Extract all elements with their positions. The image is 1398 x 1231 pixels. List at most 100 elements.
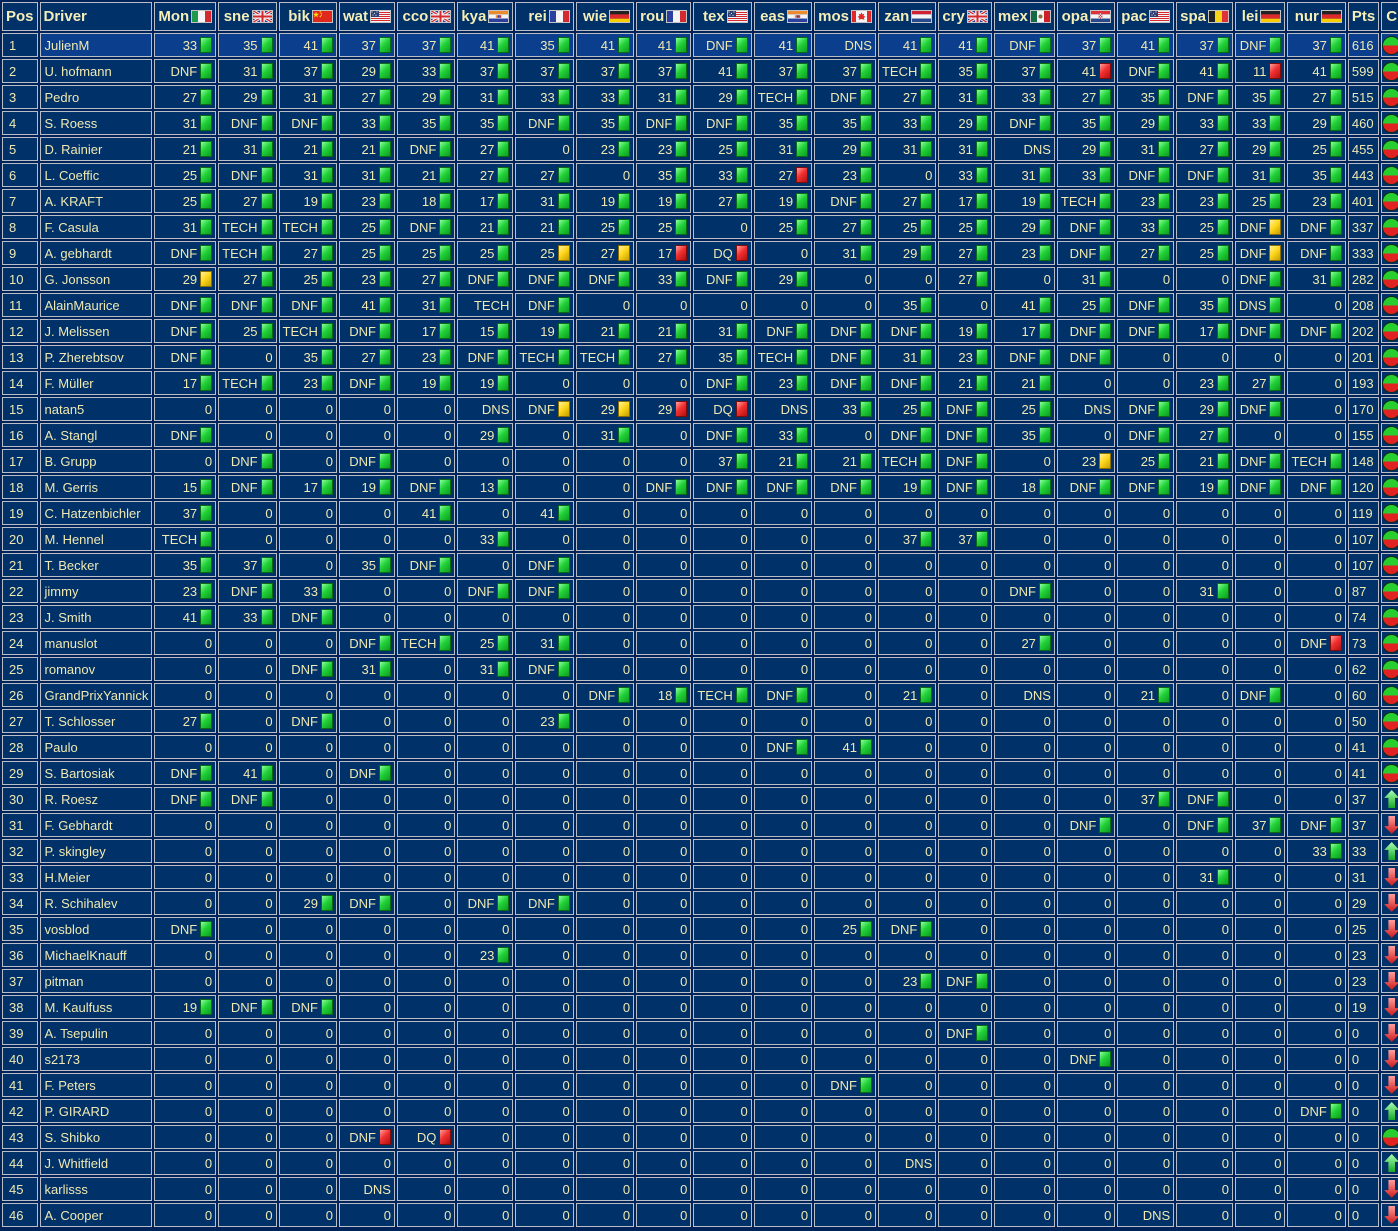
status-square-green [1099,193,1112,209]
result-cell-cco: 33 [396,59,456,83]
table-row[interactable]: 43 S. Shibko 0 0 0 DNF DQ 0 0 0 0 0 0 0 0 0 0 0 0 0 0 0 0 [2,1125,1398,1149]
status-square-green [796,63,809,79]
result-value: 0 [502,739,510,755]
result-value: 35 [1081,115,1097,131]
result-value: 0 [864,531,872,547]
result-cell-rei: 19 [515,319,574,343]
result-value: 33 [540,89,555,105]
trend-steady-icon [1382,139,1398,159]
trend-cell [1381,787,1398,811]
table-row[interactable]: 37 pitman 0 0 0 0 0 0 0 0 0 0 0 0 23 DNF 0 0 0 0 0 0 23 [2,969,1398,993]
table-row[interactable]: 14 F. Müller 17 TECH 23 DNF 19 19 0 0 0 DNF 23 DNF DNF… [2,371,1398,395]
result-value: 25 [1199,245,1215,261]
table-row[interactable]: 36 MichaelKnauff 0 0 0 0 0 23 0 0 0 0 0 0 0 0 0 0 0 0 0 0 23 [2,943,1398,967]
status-square-green [320,323,333,339]
table-row[interactable]: 44 J. Whitfield 0 0 0 0 0 0 0 0 0 0 0 0 DNS 0 0 0 0 0 0 0 0 [2,1151,1398,1175]
table-row[interactable]: 45 karlisss 0 0 0 DNS 0 0 0 0 0 0 0 0 0 0 0 0 0 0 0 0 0 [2,1177,1398,1201]
result-cell-spa: 0 [1176,1203,1234,1227]
table-row[interactable]: 41 F. Peters 0 0 0 0 0 0 0 0 0 0 0 DNF 0 0 0 0 0 0 0 0 0 [2,1073,1398,1097]
table-row[interactable]: 12 J. Melissen DNF 25 TECH DNF 17 15 19 21 21 31 DNF… [2,319,1398,343]
result-value: DNF [1239,401,1267,417]
table-row[interactable]: 17 B. Grupp 0 DNF 0 DNF 0 0 0 0 0 37 21 21 TECH DNF 0 23 2… [2,449,1398,473]
result-cell-tex: 0 [693,553,752,577]
table-row[interactable]: 1 JulienM 33 35 41 37 37 41 35 41 41 DNF 41 DNS 41 41 DN… [2,33,1398,57]
table-row[interactable]: 10 G. Jonsson 29 27 25 23 27 DNF DNF DNF 33 DNF 29 0 0… [2,267,1398,291]
table-row[interactable]: 32 P. skingley 0 0 0 0 0 0 0 0 0 0 0 0 0 0 0 0 0 0 0 33 33 [2,839,1398,863]
table-row[interactable]: 26 GrandPrixYannick 0 0 0 0 0 0 0 DNF 18 TECH DNF 0 21… [2,683,1398,707]
trend-steady-icon [1382,555,1398,575]
result-value: 37 [1252,817,1267,833]
result-value: DNF [291,115,318,131]
result-cell-pac: 0 [1117,813,1175,837]
result-cell-opa: 0 [1056,1177,1116,1201]
table-row[interactable]: 42 P. GIRARD 0 0 0 0 0 0 0 0 0 0 0 0 0 0 0 0 0 0 0 DNF 0 [2,1099,1398,1123]
table-row[interactable]: 21 T. Becker 35 37 0 35 DNF 0 DNF 0 0 0 0 0 0 0 0 0 0 0 0 0 10… [2,553,1398,577]
table-row[interactable]: 23 J. Smith 41 33 DNF 0 0 0 0 0 0 0 0 0 0 0 0 0 0 0 0 0 74 [2,605,1398,629]
table-row[interactable]: 4 S. Roess 31 DNF DNF 33 35 35 DNF 35 DNF DNF 35 35 33… [2,111,1398,135]
result-value: 0 [562,687,570,703]
result-value: 25 [902,401,918,417]
result-value: 37 [421,37,437,53]
status-square-green [497,635,510,651]
table-row[interactable]: 28 Paulo 0 0 0 0 0 0 0 0 0 0 DNF 41 0 0 0 0 0 0 0 0 41 [2,735,1398,759]
race-label: rou [640,8,665,25]
result-cell-cco: 0 [396,865,456,889]
result-value: 27 [243,271,258,287]
result-cell-kya: 0 [457,735,514,759]
table-row[interactable]: 29 S. Bartosiak DNF 41 0 DNF 0 0 0 0 0 0 0 0 0 0 0 0 0 0 0 0 4… [2,761,1398,785]
result-cell-pac: 25 [1117,449,1175,473]
table-row[interactable]: 27 T. Schlosser 27 0 DNF 0 0 0 23 0 0 0 0 0 0 0 0 0 0 0 0 0 50 [2,709,1398,733]
result-cell-mos: 0 [814,657,876,681]
table-row[interactable]: 2 U. hofmann DNF 31 37 29 33 37 37 37 37 41 37 37 TECH… [2,59,1398,83]
table-row[interactable]: 3 Pedro 27 29 31 27 29 31 33 33 31 29 TECH DNF 27 31 33 2… [2,85,1398,109]
result-cell-tex: 25 [693,137,752,161]
table-row[interactable]: 33 H.Meier 0 0 0 0 0 0 0 0 0 0 0 0 0 0 0 0 0 31 0 0 31 [2,865,1398,889]
table-row[interactable]: 31 F. Gebhardt 0 0 0 0 0 0 0 0 0 0 0 0 0 0 0 DNF 0 DNF 37 DNF… [2,813,1398,837]
result-cell-zan: 0 [877,1177,937,1201]
result-value: 0 [265,661,273,677]
result-cell-mon: 0 [154,839,217,863]
table-row[interactable]: 38 M. Kaulfuss 19 DNF DNF 0 0 0 0 0 0 0 0 0 0 0 0 0 0 0 0 0 19 [2,995,1398,1019]
table-row[interactable]: 8 F. Casula 31 TECH TECH 25 DNF 21 21 25 25 0 25 27 25… [2,215,1398,239]
status-square-green [1038,193,1051,209]
table-row[interactable]: 9 A. gebhardt DNF TECH 27 25 25 25 25 27 17 DQ 0 31 29… [2,241,1398,265]
result-value: 21 [600,323,616,339]
result-value: 0 [383,999,391,1015]
result-value: DNF [349,765,376,781]
table-row[interactable]: 16 A. Stangl DNF 0 0 0 0 29 0 31 0 DNF 33 0 DNF DNF 35 0 D… [2,423,1398,447]
table-row[interactable]: 22 jimmy 23 DNF 33 0 0 DNF DNF 0 0 0 0 0 0 0 DNF 0 0 31 0 0 87 [2,579,1398,603]
table-row[interactable]: 46 A. Cooper 0 0 0 0 0 0 0 0 0 0 0 0 0 0 0 0 DNS 0 0 0 0 [2,1203,1398,1227]
result-value: 0 [265,1051,273,1067]
status-square-green [796,323,809,339]
result-value: 0 [1334,739,1342,755]
table-row[interactable]: 40 s2173 0 0 0 0 0 0 0 0 0 0 0 0 0 0 0 DNF 0 0 0 0 0 [2,1047,1398,1071]
table-row[interactable]: 34 R. Schihalev 0 0 29 DNF 0 DNF DNF 0 0 0 0 0 0 0 0 0 0 0 0… [2,891,1398,915]
table-row[interactable]: 39 A. Tsepulin 0 0 0 0 0 0 0 0 0 0 0 0 0 DNF 0 0 0 0 0 0 0 [2,1021,1398,1045]
table-row[interactable]: 15 natan5 0 0 0 0 0 DNS DNF 29 29 DQ DNS 33 25 DNF 25 DNS… [2,397,1398,421]
table-row[interactable]: 19 C. Hatzenbichler 37 0 0 0 41 0 41 0 0 0 0 0 0 0 0 0 0 0 0… [2,501,1398,525]
table-row[interactable]: 11 AlainMaurice DNF DNF DNF 41 31 TECH DNF 0 0 0 0 0 3… [2,293,1398,317]
table-row[interactable]: 18 M. Gerris 15 DNF 17 19 DNF 13 0 0 DNF DNF DNF DNF 1… [2,475,1398,499]
table-row[interactable]: 35 vosblod DNF 0 0 0 0 0 0 0 0 0 0 25 DNF 0 0 0 0 0 0 0 25 [2,917,1398,941]
result-cell-tex: 0 [693,917,752,941]
table-row[interactable]: 6 L. Coeffic 25 DNF 31 31 21 27 27 0 35 33 27 23 0 33 31… [2,163,1398,187]
result-value: 0 [800,635,809,651]
table-row[interactable]: 25 romanov 0 0 DNF 31 0 31 DNF 0 0 0 0 0 0 0 0 0 0 0 0 0 62 [2,657,1398,681]
table-row[interactable]: 24 manuslot 0 0 0 DNF TECH 25 31 0 0 0 0 0 0 0 27 0 0 0 0 DNF… [2,631,1398,655]
status-square-green [859,115,872,131]
result-value: 0 [1043,1025,1051,1041]
pos-cell: 2 [2,59,38,83]
result-value: 0 [1221,1103,1230,1119]
table-row[interactable]: 13 P. Zherebtsov DNF 0 35 27 23 DNF TECH TECH 27 35… [2,345,1398,369]
table-row[interactable]: 5 D. Rainier 21 31 21 21 DNF 27 0 23 23 25 31 29 31 31 D… [2,137,1398,161]
table-row[interactable]: 20 M. Hennel TECH 0 0 0 0 33 0 0 0 0 0 0 37 37 0 0 0 0 0 0 107 [2,527,1398,551]
result-value: 0 [502,765,510,781]
table-row[interactable]: 30 R. Roesz DNF DNF 0 0 0 0 0 0 0 0 0 0 0 0 0 0 37 DNF 0 0 37 [2,787,1398,811]
result-cell-lei: 0 [1235,1021,1286,1045]
result-value: 0 [1221,765,1230,781]
result-value: 0 [325,531,333,547]
table-row[interactable]: 7 A. KRAFT 25 27 19 23 18 17 31 19 19 27 19 DNF 27 17 19… [2,189,1398,213]
pos-cell: 42 [2,1099,38,1123]
result-cell-mos: 41 [814,735,876,759]
result-cell-bik: 0 [278,397,337,421]
